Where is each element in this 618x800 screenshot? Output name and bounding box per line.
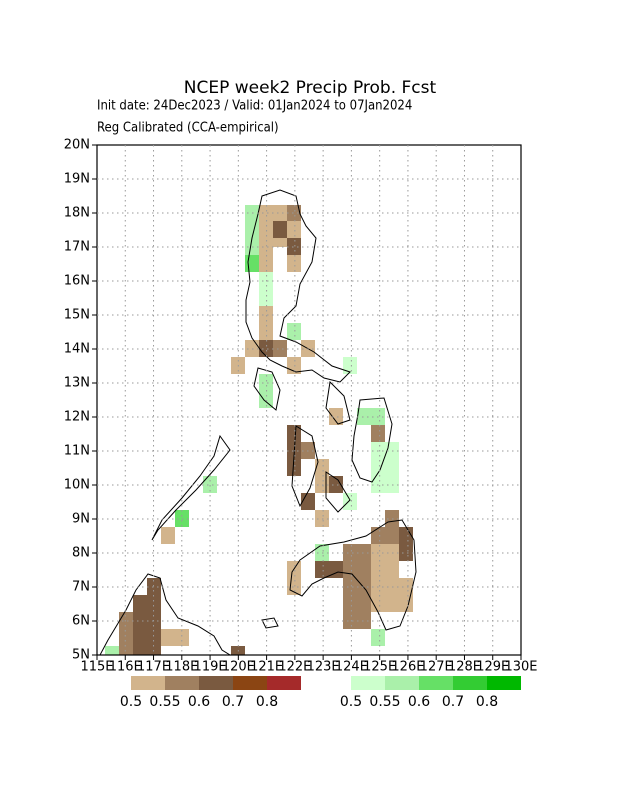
legend-label: 0.5 bbox=[340, 694, 362, 710]
y-tick-label: 7N bbox=[72, 580, 90, 595]
x-tick-label: 115E bbox=[80, 660, 113, 675]
y-tick-label: 18N bbox=[64, 206, 90, 221]
x-tick-label: 124E bbox=[335, 660, 368, 675]
y-tick-label: 16N bbox=[64, 274, 90, 289]
y-tick-label: 15N bbox=[64, 308, 90, 323]
y-tick-label: 11N bbox=[64, 444, 90, 459]
map-title: NCEP week2 Precip Prob. Fcst bbox=[184, 78, 437, 98]
legend-label: 0.7 bbox=[442, 694, 464, 710]
y-tick-label: 17N bbox=[64, 240, 90, 255]
legend-label: 0.6 bbox=[408, 694, 430, 710]
y-tick-label: 14N bbox=[64, 342, 90, 357]
x-tick-label: 127E bbox=[420, 660, 453, 675]
x-tick-label: 116E bbox=[109, 660, 142, 675]
x-tick-label: 123E bbox=[307, 660, 340, 675]
y-tick-label: 6N bbox=[72, 614, 90, 629]
legend-label: 0.8 bbox=[256, 694, 278, 710]
legend-label: 0.7 bbox=[222, 694, 244, 710]
method-line: Reg Calibrated (CCA-empirical) bbox=[97, 121, 279, 136]
legend-labels: 0.5 0.55 0.6 0.7 0.8 0.5 0.55 0.6 0.7 0.8 bbox=[120, 694, 498, 710]
probability-cells bbox=[105, 205, 413, 655]
y-tick-label: 9N bbox=[72, 512, 90, 527]
y-tick-label: 5N bbox=[72, 648, 90, 663]
x-tick-label: 128E bbox=[448, 660, 481, 675]
x-tick-label: 119E bbox=[194, 660, 227, 675]
y-tick-label: 13N bbox=[64, 376, 90, 391]
legend-label: 0.8 bbox=[476, 694, 498, 710]
x-tick-label: 117E bbox=[137, 660, 170, 675]
y-tick-label: 10N bbox=[64, 478, 90, 493]
x-tick-label: 130E bbox=[504, 660, 537, 675]
legend-dry bbox=[131, 676, 301, 690]
legend-label: 0.6 bbox=[188, 694, 210, 710]
y-tick-label: 8N bbox=[72, 546, 90, 561]
axes: 115E116E117E118E119E120E121E122E123E124E… bbox=[64, 138, 538, 675]
x-tick-label: 126E bbox=[391, 660, 424, 675]
x-tick-label: 122E bbox=[278, 660, 311, 675]
x-tick-label: 121E bbox=[250, 660, 283, 675]
legend-label: 0.55 bbox=[149, 694, 180, 710]
x-tick-label: 120E bbox=[222, 660, 255, 675]
x-tick-label: 125E bbox=[363, 660, 396, 675]
init-line: Init date: 24Dec2023 / Valid: 01Jan2024 … bbox=[97, 99, 412, 114]
x-tick-label: 118E bbox=[165, 660, 198, 675]
y-tick-label: 20N bbox=[64, 138, 90, 153]
coastline bbox=[99, 189, 417, 656]
legend-label: 0.5 bbox=[120, 694, 142, 710]
legend-wet bbox=[351, 676, 521, 690]
y-tick-label: 19N bbox=[64, 172, 90, 187]
x-tick-label: 129E bbox=[476, 660, 509, 675]
legend-label: 0.55 bbox=[369, 694, 400, 710]
plot-frame bbox=[96, 144, 522, 656]
y-tick-label: 12N bbox=[64, 410, 90, 425]
